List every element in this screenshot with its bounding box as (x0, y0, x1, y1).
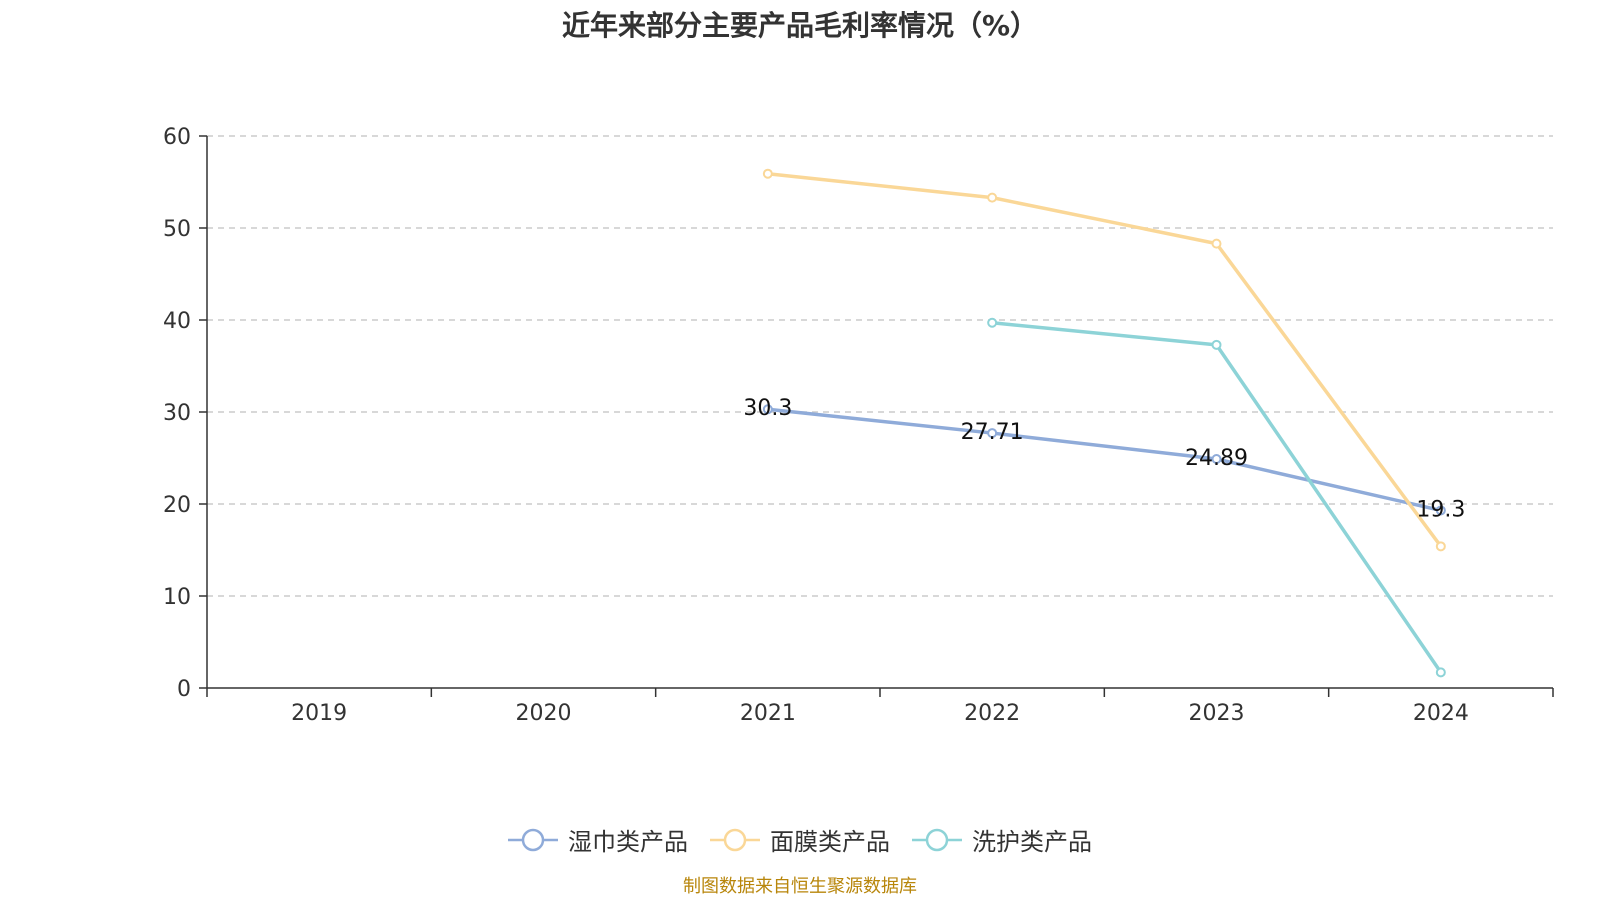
legend-swatch-icon (710, 828, 760, 851)
chart-title: 近年来部分主要产品毛利率情况（%） (561, 9, 1039, 42)
legend: 湿巾类产品 面膜类产品 洗护类产品 (0, 822, 1600, 857)
x-tick-label: 2024 (1413, 701, 1469, 726)
series-point-3 (1211, 339, 1222, 350)
data-label: 27.71 (961, 420, 1024, 445)
data-labels: 30.3 27.71 24.89 19.3 (743, 396, 1465, 522)
legend-label: 洗护类产品 (972, 828, 1092, 856)
data-label: 24.89 (1185, 446, 1248, 471)
series-point-1 (987, 428, 998, 439)
series-point-1 (762, 404, 773, 415)
series-point-1 (1435, 505, 1446, 516)
y-tick-label: 60 (163, 125, 191, 150)
series-lines (762, 168, 1446, 678)
series-point-2 (1211, 238, 1222, 249)
data-label: 30.3 (743, 396, 792, 421)
series-point-2 (762, 168, 773, 179)
legend-swatch-icon (508, 828, 558, 851)
x-tick-label: 2021 (740, 701, 796, 726)
legend-item[interactable]: 面膜类产品 (710, 822, 890, 857)
legend-swatch-icon (912, 828, 962, 851)
source-note: 制图数据来自恒生聚源数据库 (683, 876, 917, 897)
legend-item[interactable]: 湿巾类产品 (508, 822, 688, 857)
y-tick-label: 40 (163, 309, 191, 334)
grid-lines (207, 135, 1553, 597)
series-point-3 (987, 317, 998, 328)
series-line-2 (767, 171, 1443, 548)
y-tick-label: 10 (163, 585, 191, 610)
series-line-3 (991, 321, 1443, 674)
x-tick-label: 2020 (516, 701, 572, 726)
series-point-1 (1211, 454, 1222, 465)
legend-item[interactable]: 洗护类产品 (912, 822, 1092, 857)
series-point-3 (1435, 667, 1446, 678)
x-tick-label: 2022 (964, 701, 1020, 726)
y-tick-label: 30 (163, 401, 191, 426)
data-label: 19.3 (1416, 497, 1465, 522)
legend-label: 湿巾类产品 (568, 828, 688, 856)
y-tick-label: 20 (163, 493, 191, 518)
legend-label: 面膜类产品 (770, 828, 890, 856)
series-point-2 (1435, 541, 1446, 552)
x-tick-label: 2019 (291, 701, 347, 726)
x-tick-label: 2023 (1189, 701, 1245, 726)
series-line-1 (767, 407, 1442, 513)
y-tick-label: 0 (177, 677, 191, 702)
axes: 0 10 20 30 40 50 60 2019 2020 2021 2022 2023 2024 (163, 125, 1554, 726)
y-tick-label: 50 (163, 217, 191, 242)
series-point-2 (987, 192, 998, 203)
